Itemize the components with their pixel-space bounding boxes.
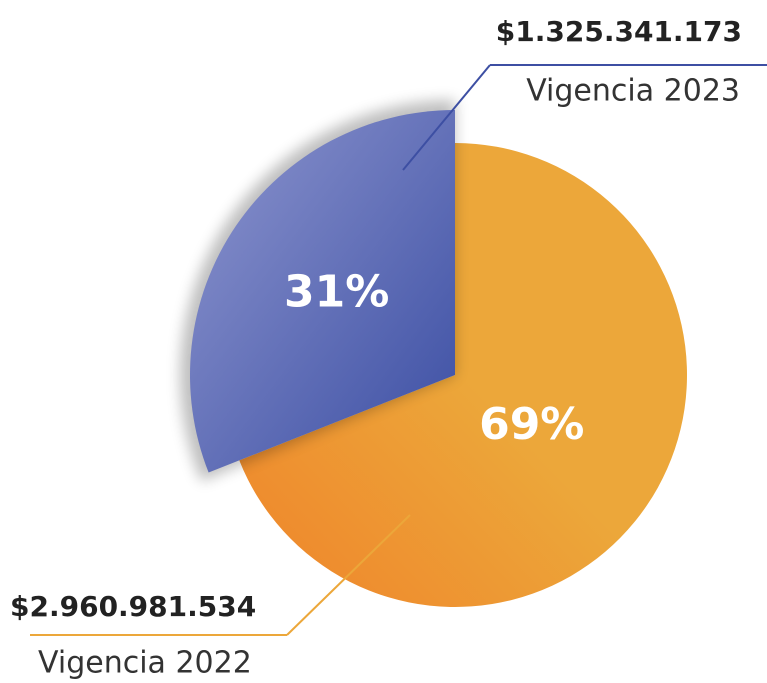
- legend-label: Vigencia 2023: [526, 74, 740, 109]
- amount-label: $1.325.341.173: [496, 15, 742, 48]
- slice: [239, 143, 687, 608]
- legend-label: Vigencia 2022: [38, 646, 252, 681]
- slice: [190, 110, 455, 473]
- value-label: 31%: [284, 267, 389, 318]
- leader-line: [402, 64, 491, 171]
- slices: [179, 100, 687, 608]
- amount-label: $2.960.981.534: [10, 590, 256, 623]
- leader-line: [286, 514, 411, 636]
- value-label: 69%: [479, 399, 584, 450]
